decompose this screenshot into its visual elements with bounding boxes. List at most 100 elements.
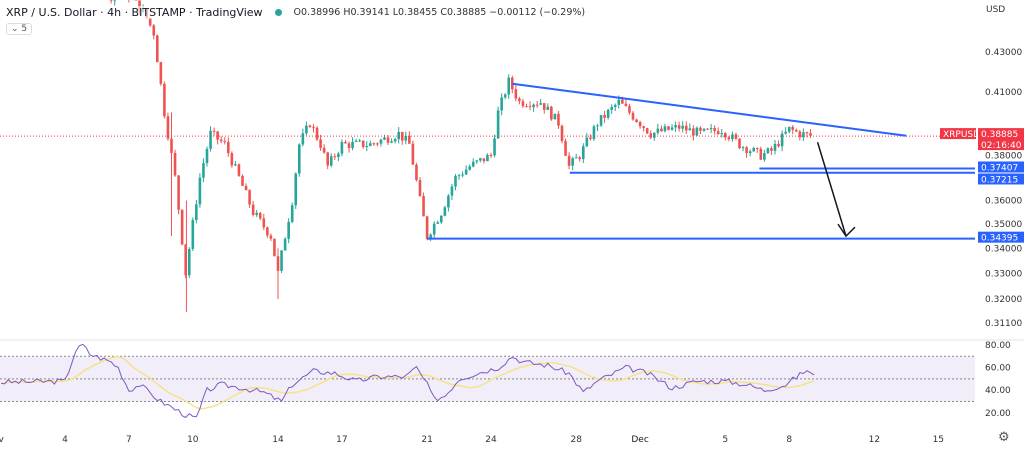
candle-body [617, 99, 621, 105]
candle-body [454, 175, 457, 187]
candle-body [784, 131, 787, 134]
candle-body [184, 244, 187, 276]
candle-body [667, 126, 670, 130]
candle-body [258, 212, 262, 219]
candle-body [695, 127, 699, 136]
candle-body [305, 125, 308, 134]
candle-body [280, 250, 283, 271]
candle-body [471, 161, 475, 167]
candle-body [408, 135, 411, 144]
candle-body [244, 185, 248, 191]
candle-body [542, 103, 546, 110]
rsi-tick-label: 40.00 [985, 386, 1011, 396]
candle-body [560, 125, 564, 142]
candle-body [326, 152, 329, 166]
candle-body [379, 139, 383, 144]
ohlc-values: O0.38996 H0.39141 L0.38455 C0.38885 −0.0… [293, 7, 586, 18]
candle-body [191, 220, 195, 249]
candle-body [635, 119, 638, 123]
candle-body [432, 223, 436, 235]
time-tick-label: 14 [272, 435, 284, 445]
last-price-tag: 02:16:40 [981, 141, 1022, 151]
candle-body [777, 143, 780, 147]
candle-body [283, 238, 287, 251]
price-level-tag: 0.34395 [981, 234, 1018, 244]
candles [109, 0, 812, 313]
candle-body [479, 158, 482, 161]
candle-body [528, 106, 532, 108]
candle-body [546, 106, 550, 110]
candle-body [596, 125, 599, 127]
candle-body [692, 128, 695, 136]
candle-body [571, 158, 574, 166]
time-tick-label: 24 [485, 435, 497, 445]
candle-body [599, 114, 603, 126]
candle-body [766, 148, 770, 154]
candle-body [603, 114, 606, 118]
candle-body [198, 177, 202, 205]
price-tick-label: 0.38000 [985, 151, 1022, 161]
candle-body [344, 141, 347, 144]
candle-body [251, 204, 255, 215]
price-level-tag-bg [978, 161, 1024, 173]
rsi-tick-label: 60.00 [985, 364, 1011, 374]
candle-body [755, 147, 759, 149]
candle-body [308, 125, 312, 128]
candle-body [322, 147, 326, 153]
candle-body [677, 125, 681, 129]
price-level-tag: 0.37215 [981, 175, 1018, 185]
candle-body [248, 190, 251, 205]
candle-body [216, 131, 219, 140]
rsi-line [1, 343, 815, 419]
candle-body [606, 109, 610, 118]
candle-body [475, 160, 479, 162]
candle-body [365, 145, 369, 147]
candle-body [656, 128, 660, 133]
candle-body [780, 133, 784, 147]
candle-body [709, 128, 713, 130]
candle-body [241, 175, 244, 186]
rsi-ma-line [1, 355, 815, 410]
time-tick-label: Dec [631, 435, 648, 445]
candle-body [301, 133, 305, 145]
candle-body [511, 77, 514, 90]
indicators-toggle-button[interactable]: ⌄ 5 [6, 23, 33, 35]
candle-body [660, 128, 663, 132]
candle-body [539, 103, 542, 105]
candle-body [358, 140, 361, 142]
candle-body [681, 125, 684, 129]
candle-body [805, 132, 809, 134]
settings-gear-icon[interactable]: ⚙ [998, 430, 1010, 445]
candle-body [425, 216, 429, 239]
candle-body [333, 156, 337, 158]
candle-body [716, 131, 720, 135]
candle-body [610, 106, 613, 110]
candle-body [290, 205, 294, 222]
candle-body [653, 132, 656, 138]
last-price-tag: 0.38885 [981, 130, 1018, 140]
candle-body [585, 137, 589, 147]
candle-body [791, 126, 795, 130]
candle-body [567, 155, 571, 166]
candle-body [628, 106, 631, 113]
candle-body [684, 125, 688, 131]
time-tick-label: 8 [786, 435, 792, 445]
candle-body [507, 77, 511, 95]
candle-body [255, 212, 258, 215]
time-tick-label: Nov [0, 435, 5, 445]
candle-body [354, 140, 358, 142]
chart-legend: XRP / U.S. Dollar · 4h · BITSTAMP · Trad… [6, 6, 586, 19]
symbol-title[interactable]: XRP / U.S. Dollar · 4h · BITSTAMP · Trad… [6, 6, 263, 19]
candle-body [550, 106, 553, 120]
candle-body [521, 101, 525, 107]
candle-body [404, 135, 408, 141]
currency-label[interactable]: USD [986, 5, 1006, 15]
candle-body [340, 141, 344, 154]
candle-body [372, 143, 376, 145]
candle-body [152, 25, 156, 36]
candle-body [440, 215, 443, 223]
candle-body [763, 153, 766, 160]
last-price-tag-bg [978, 128, 1024, 151]
candle-body [180, 209, 184, 245]
